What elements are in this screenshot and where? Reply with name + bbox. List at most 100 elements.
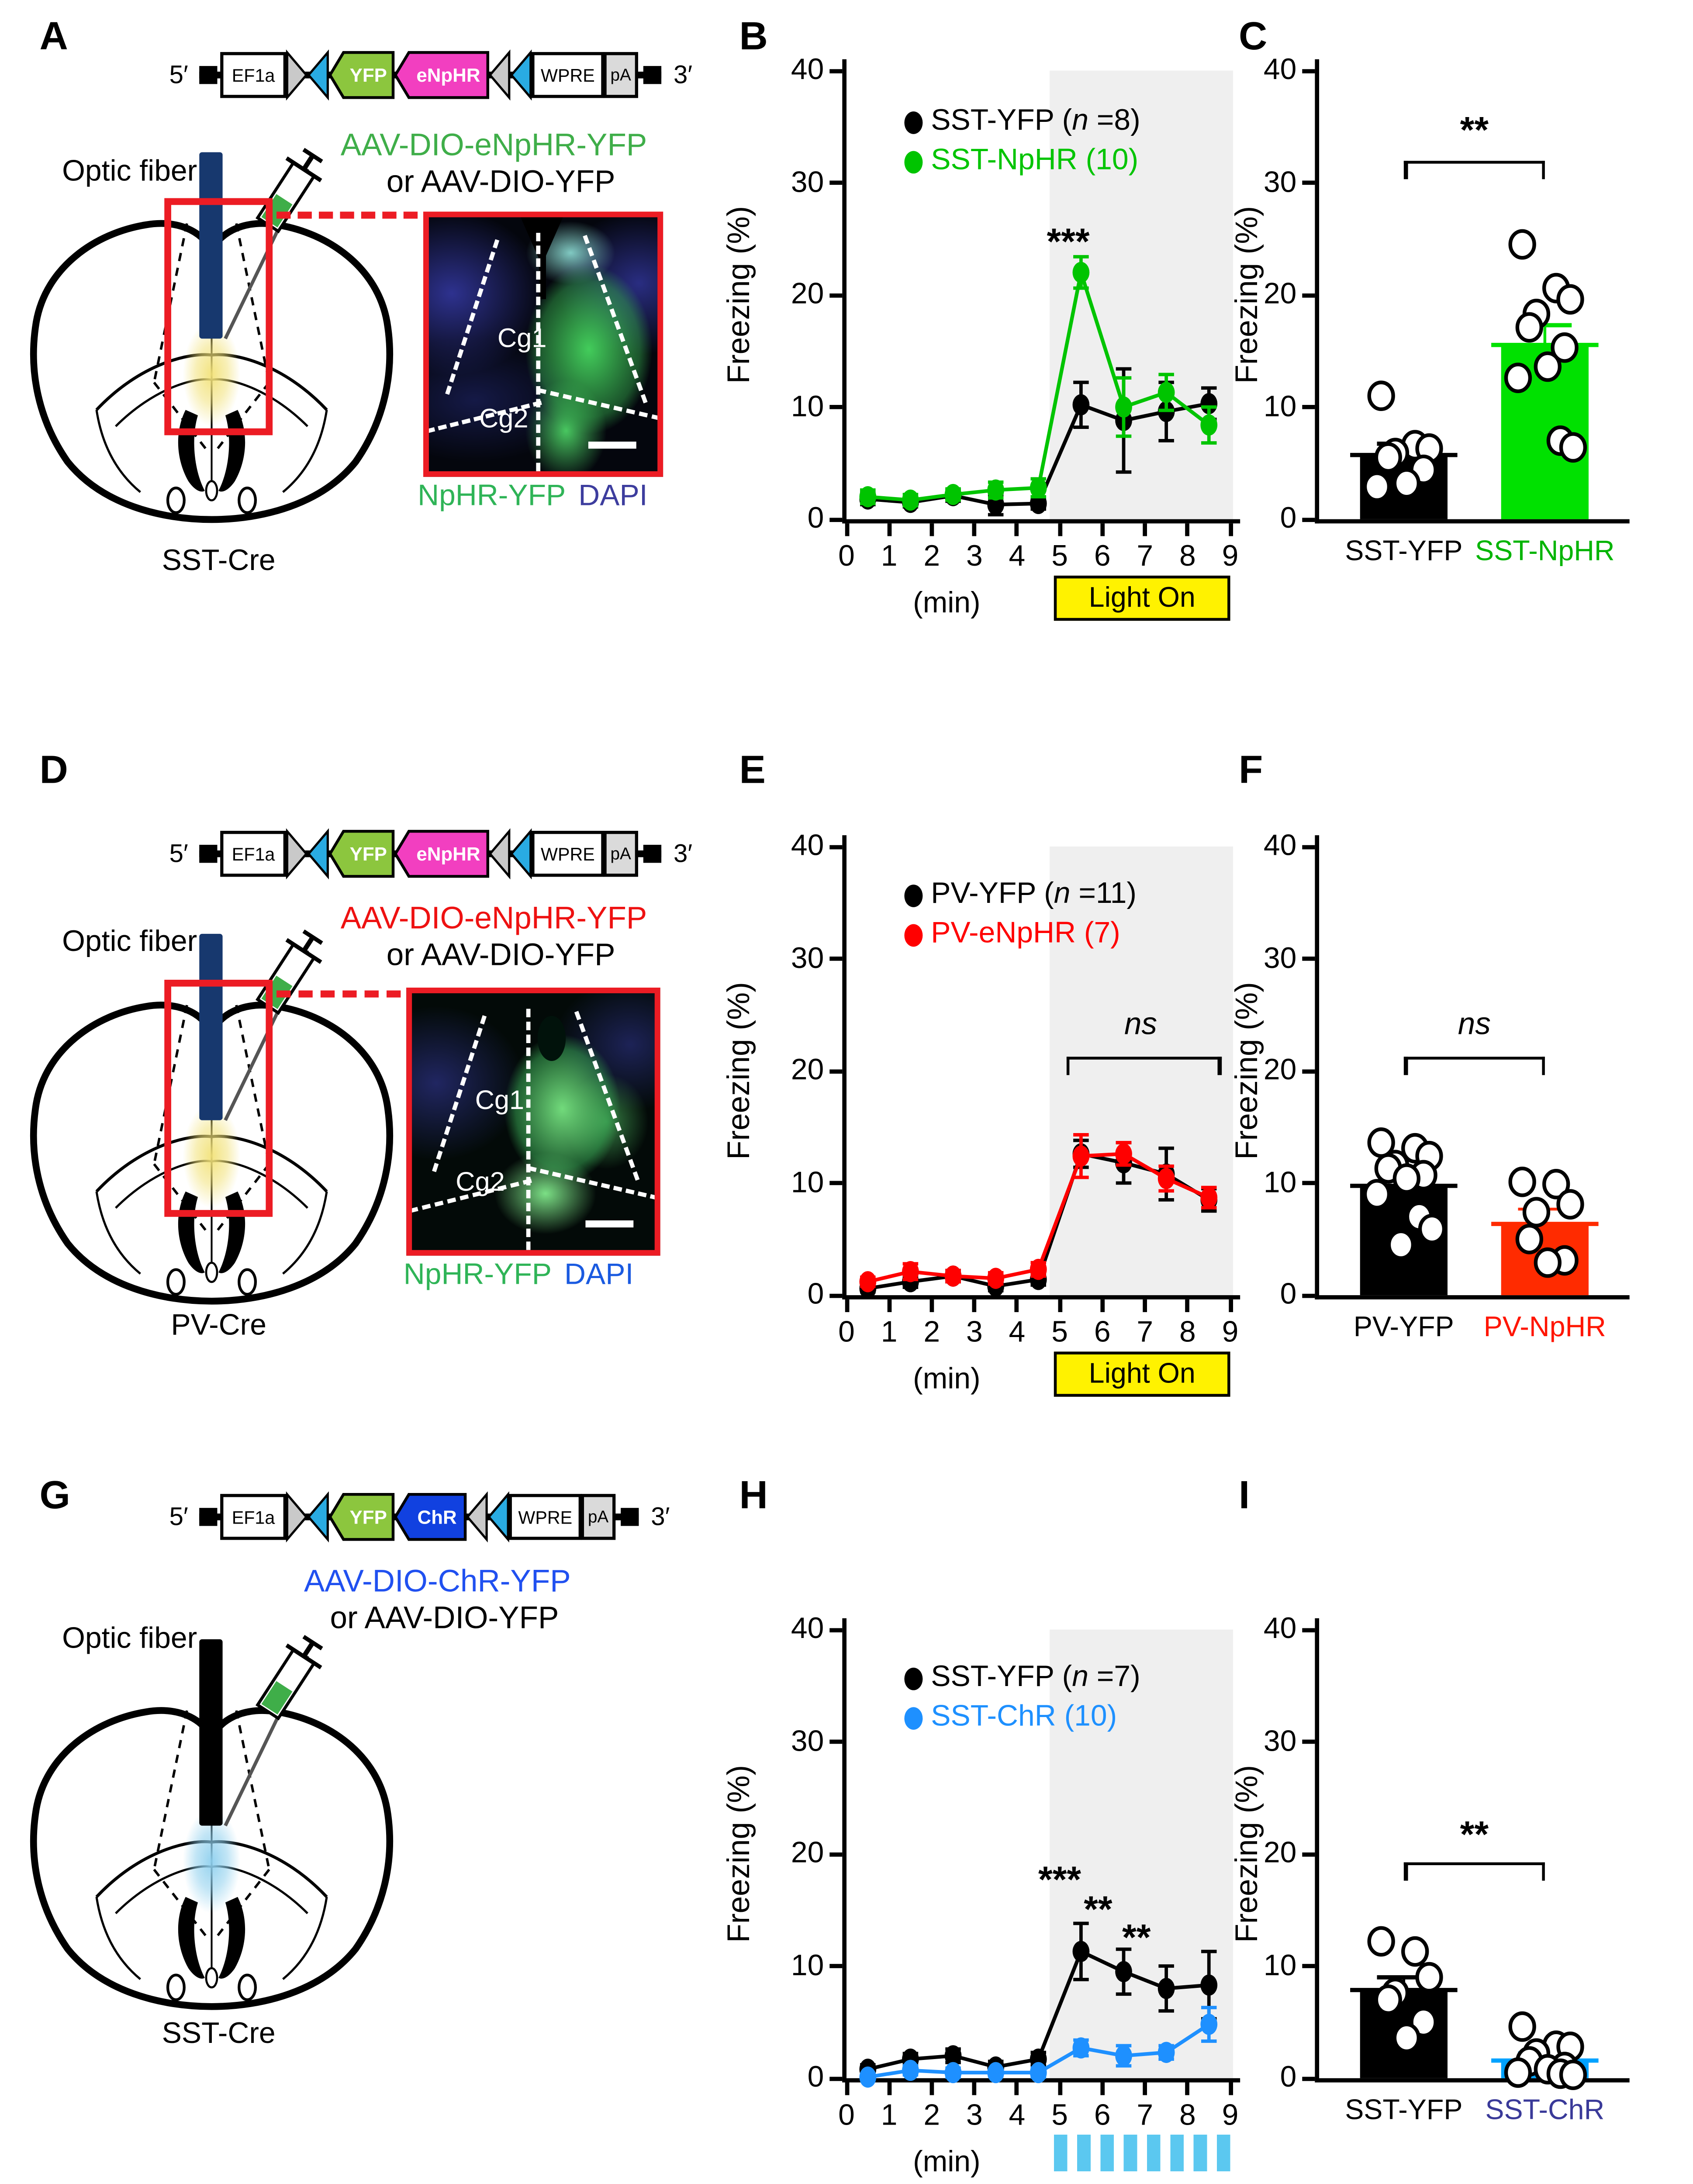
x-tick-label: 5 [1051,540,1068,573]
x-tick [887,523,891,536]
panel-letter-b: B [739,14,768,58]
scale-bar [584,1220,633,1227]
legend-marker [904,1707,923,1730]
data-point [987,479,1005,501]
dna-construct-a: 5′ EF1a YFP eNpHR WPRE pA 3′ [169,48,693,102]
virus-label-control: or AAV-DIO-YFP [386,936,615,972]
scatter-point [1367,380,1395,411]
x-tick-label: 5 [1051,1316,1068,1349]
y-axis-H [842,1618,846,2083]
scatter-point [1508,1166,1536,1197]
x-tick-label: 7 [1137,540,1154,573]
scatter-point [1534,1247,1562,1278]
x-tick-label: 9 [1222,1316,1239,1349]
category-label: SST-YFP [1345,2095,1463,2126]
x-tick [972,1299,977,1312]
data-point [987,2062,1005,2084]
region-label-cg2: Cg2 [456,1168,505,1198]
y-tick-label: 10 [1263,1166,1297,1199]
y-tick [829,1964,843,1968]
y-tick-label: 40 [791,829,824,862]
region-boundary-line [527,1165,655,1200]
data-point [1200,1974,1218,1996]
panel-letter-a: A [39,14,68,58]
x-tick-label: 2 [923,1316,940,1349]
comparison-bracket [1066,1056,1222,1060]
scatter-point [1418,1213,1446,1244]
data-point [1072,1941,1090,1962]
significance-annotation: *** [1047,221,1090,263]
y-tick [829,1293,843,1297]
comparison-bracket [1403,1862,1545,1866]
x-tick-label: 8 [1179,1316,1196,1349]
legend-marker [904,112,923,135]
ventricle-right [218,1897,245,1979]
x-tick-label: 9 [1222,2099,1239,2132]
panel-letter-i: I [1238,1473,1250,1517]
x-tick-label: 0 [838,540,855,573]
optic-fiber-rod [199,1639,223,1826]
x-tick [1100,1299,1105,1312]
x-tick [1015,1299,1019,1312]
scatter-point [1374,442,1402,473]
light-on-box: Light On [1053,575,1231,621]
region-boundary-line [574,1010,640,1181]
y-tick [1302,180,1315,185]
panel-letter-e: E [739,747,766,792]
y-tick [829,1852,843,1856]
significance-annotation: ns [1124,1006,1157,1041]
scatter-overlay-C [1363,229,1587,502]
y-tick-label: 20 [791,1837,824,1870]
y-tick-label: 20 [1263,278,1297,311]
y-tick-label: 30 [791,1724,824,1757]
x-tick [929,2082,934,2095]
category-label: SST-ChR [1485,2095,1605,2126]
panel-letter-g: G [39,1473,70,1517]
data-point [1030,477,1047,498]
scatter-point [1392,468,1420,499]
scatter-point [1559,2060,1587,2090]
plot-area-E [859,1133,1218,1299]
legend-marker [904,151,923,174]
light-glow [183,1809,241,1914]
category-label: PV-NpHR [1483,1312,1606,1343]
scale-bar [589,441,637,449]
x-tick-label: 5 [1051,2099,1068,2132]
construct-svg: EF1a YFP eNpHR WPRE pA [200,49,662,101]
y-tick-label: 10 [791,390,824,423]
x-axis-I [1315,2078,1630,2083]
injection-track [538,1016,567,1062]
y-tick-label: 10 [791,1166,824,1199]
x-tick-label: 1 [881,540,898,573]
data-point [1200,1187,1218,1208]
svg-text:YFP: YFP [350,1507,387,1528]
y-tick [1302,405,1315,409]
x-tick-label: 4 [1009,540,1026,573]
data-point [1072,2037,1090,2059]
x-tick-label: 3 [966,540,983,573]
optic-fiber-rod [199,152,223,339]
x-tick [1100,2082,1105,2095]
x-tick-label: 6 [1094,540,1111,573]
y-tick [829,844,843,849]
five-prime-label: 5′ [169,60,188,89]
three-prime-label: 3′ [673,839,693,867]
data-point [859,2066,877,2088]
y-tick [829,1068,843,1073]
x-tick [1100,523,1105,536]
svg-text:EF1a: EF1a [232,66,276,86]
scatter-point [1415,1962,1443,1993]
comparison-bracket-end [1403,1056,1407,1075]
midline-dashed-line [526,1009,530,1250]
x-tick-label: 3 [966,1316,983,1349]
y-tick-label: 0 [1280,2061,1297,2094]
scatter-point [1504,2057,1532,2088]
x-tick [1015,523,1019,536]
plot-area-B [859,255,1218,517]
dna-construct-g: 5′ EF1a YFP ChR WPRE pA 3′ [169,1490,670,1544]
x-tick-label: 1 [881,1316,898,1349]
svg-text:pA: pA [611,66,632,85]
data-point [1072,394,1090,415]
data-point [902,1261,919,1282]
data-point [1115,396,1132,418]
